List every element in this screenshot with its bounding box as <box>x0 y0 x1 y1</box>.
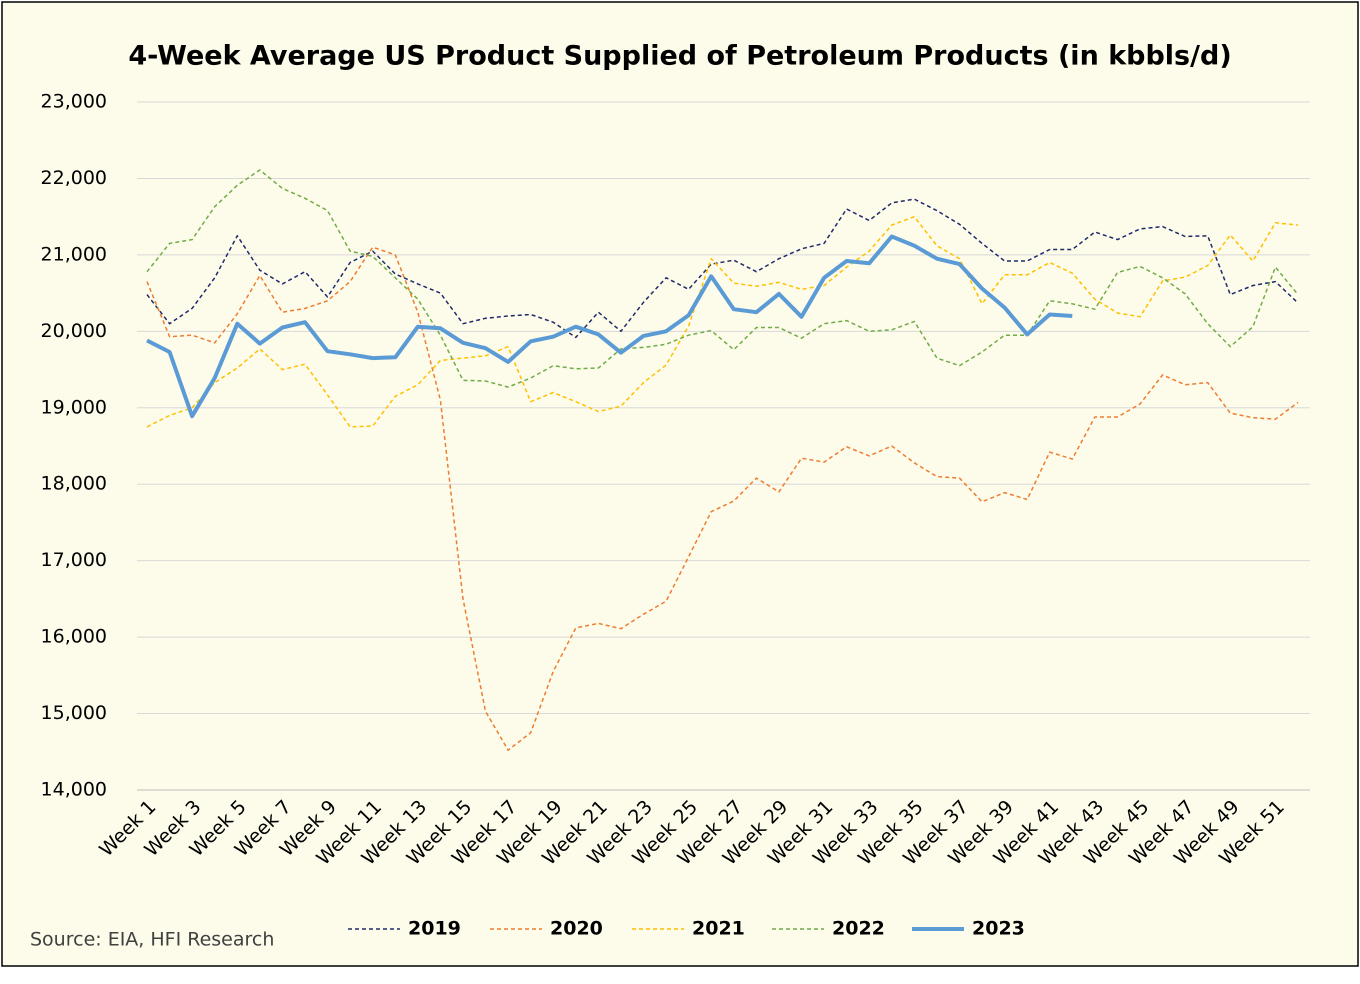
legend-label: 2021 <box>692 918 745 940</box>
y-tick-label: 23,000 <box>41 91 107 113</box>
line-series <box>146 234 1073 419</box>
legend-label: 2022 <box>832 918 885 940</box>
y-tick-label: 19,000 <box>41 396 107 418</box>
legend-label: 2019 <box>408 918 461 940</box>
y-tick-label: 22,000 <box>41 167 107 189</box>
y-tick-label: 16,000 <box>41 626 107 648</box>
y-tick-label: 14,000 <box>41 779 107 801</box>
legend-label: 2023 <box>972 918 1025 940</box>
y-tick-label: 20,000 <box>41 320 107 342</box>
line-series <box>146 198 1299 339</box>
chart-title: 4-Week Average US Product Supplied of Pe… <box>128 41 1231 72</box>
y-tick-label: 21,000 <box>41 243 107 265</box>
y-tick-label: 18,000 <box>41 473 107 495</box>
legend-label: 2020 <box>550 918 603 940</box>
line-series <box>146 215 1299 428</box>
source-note: Source: EIA, HFI Research <box>30 929 274 951</box>
line-series <box>146 169 1299 388</box>
y-tick-label: 17,000 <box>41 549 107 571</box>
y-tick-label: 15,000 <box>41 702 107 724</box>
